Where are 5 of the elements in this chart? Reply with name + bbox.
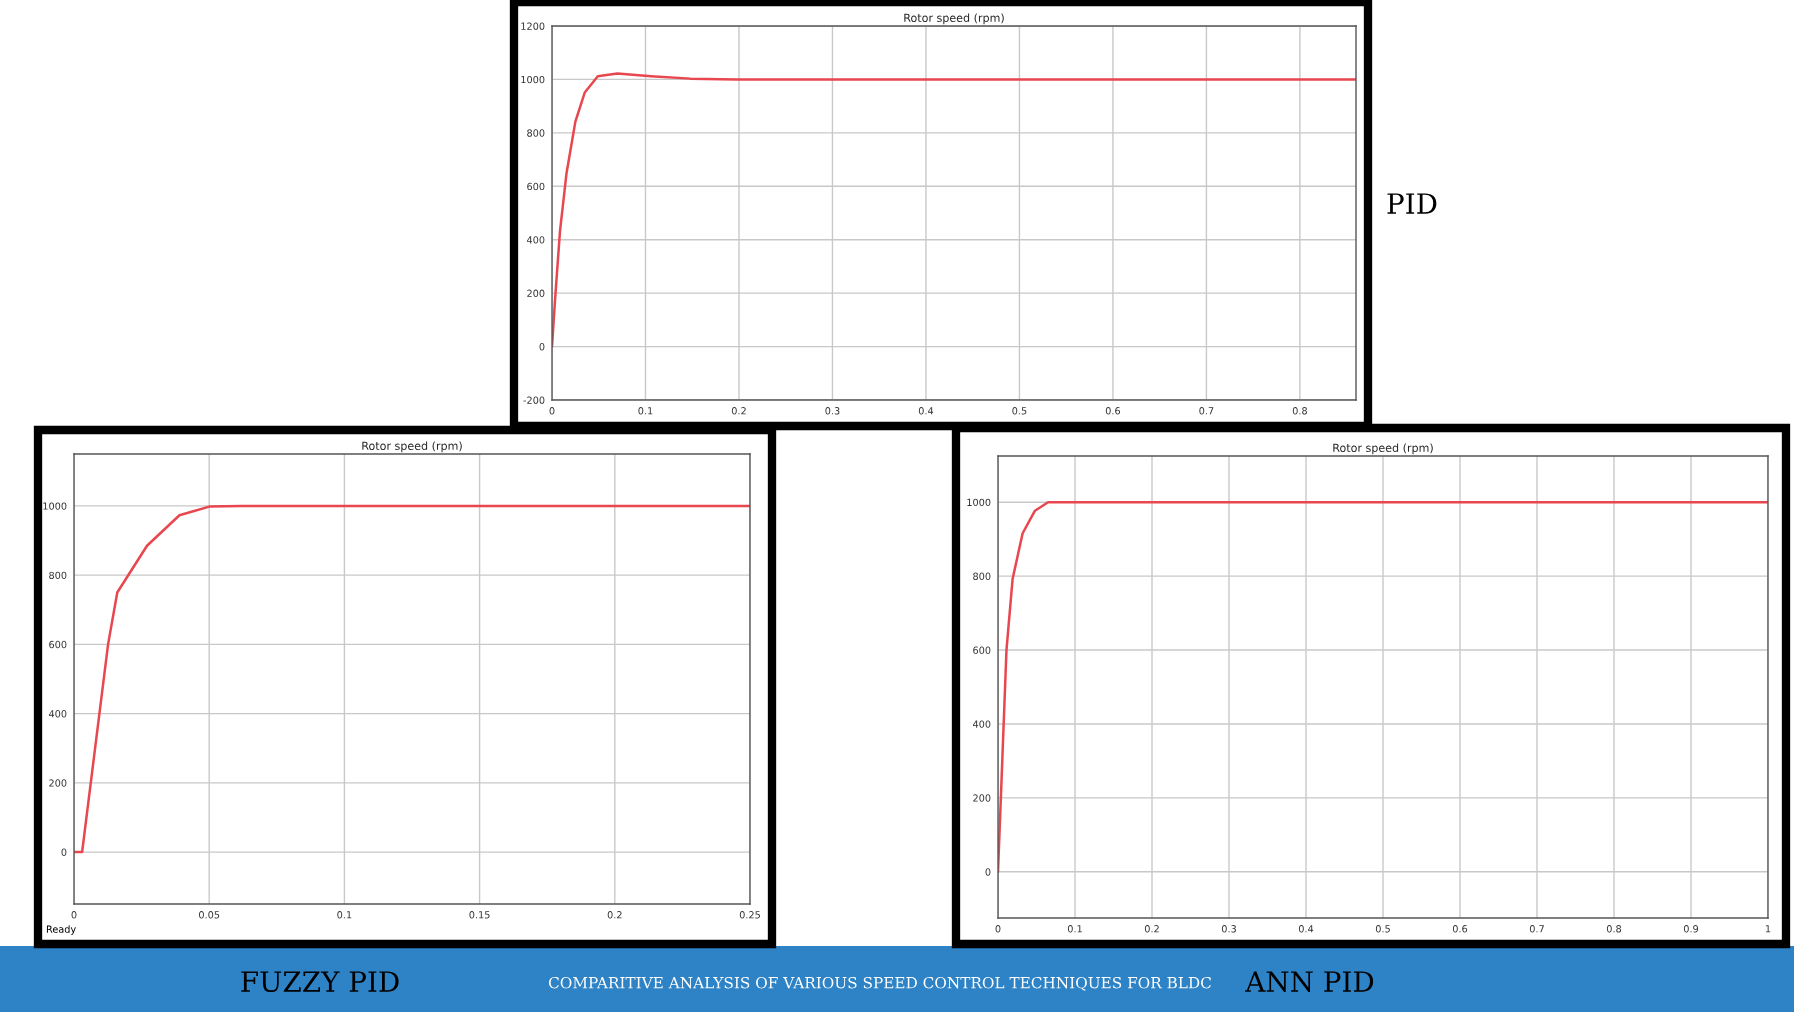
line-series [74,504,750,854]
text: PID [1387,193,1437,214]
text: FUZZY PID [241,971,399,993]
line-series [552,72,1356,348]
text: ANN PID [1245,971,1374,993]
